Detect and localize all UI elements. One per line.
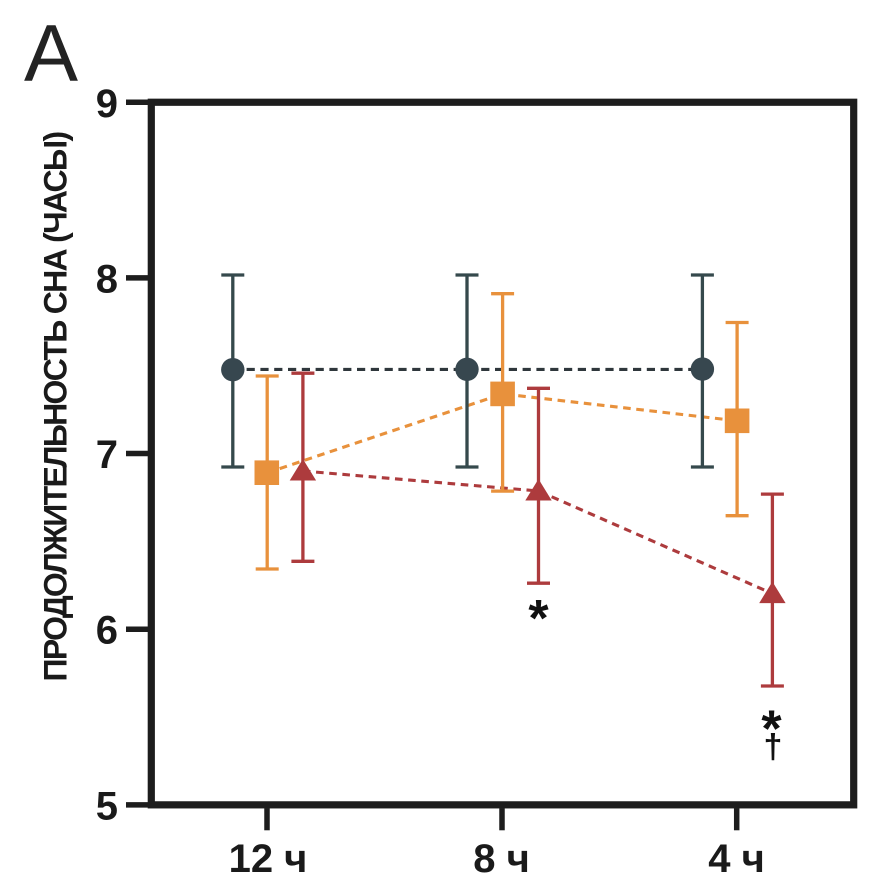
- svg-text:†: †: [764, 728, 783, 766]
- svg-text:ПРОДОЛЖИТЕЛЬНОСТЬ СНА (ЧАСЫ): ПРОДОЛЖИТЕЛЬНОСТЬ СНА (ЧАСЫ): [38, 132, 74, 682]
- svg-text:8: 8: [96, 257, 118, 301]
- svg-text:5: 5: [96, 784, 118, 828]
- svg-text:12 ч: 12 ч: [229, 837, 308, 880]
- svg-text:*: *: [761, 701, 782, 759]
- svg-text:6: 6: [96, 609, 118, 653]
- svg-text:*: *: [528, 590, 549, 648]
- svg-text:A: A: [24, 9, 78, 99]
- svg-text:9: 9: [96, 82, 118, 126]
- svg-text:8 ч: 8 ч: [473, 837, 530, 880]
- svg-text:7: 7: [96, 433, 118, 477]
- svg-text:4 ч: 4 ч: [708, 837, 765, 880]
